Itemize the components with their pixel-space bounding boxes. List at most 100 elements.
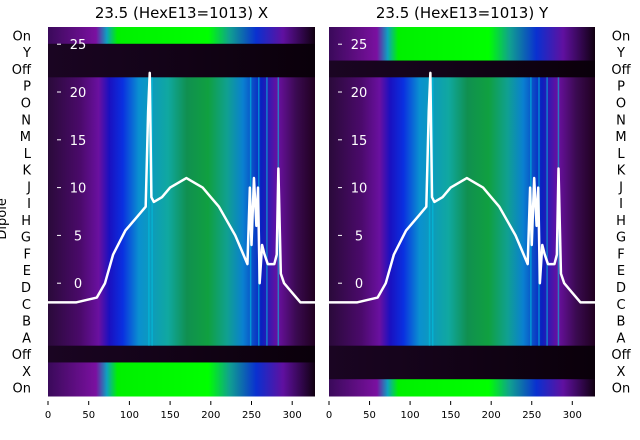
row-label: K [617,164,626,179]
row-label: N [616,113,626,128]
heatmap-streak [148,77,150,346]
row-label: O [616,96,626,111]
row-label: E [617,264,625,279]
row-label: On [13,382,31,397]
row-label: H [21,214,31,229]
row-label: E [23,264,31,279]
x-tick-label: 0 [45,410,51,421]
heatmap-row [329,94,595,112]
row-label: Y [22,46,31,61]
heatmap-row [329,110,595,129]
heatmap-row [329,60,595,78]
row-label: D [616,281,626,296]
row-label: N [21,113,31,128]
heatmap-row [48,278,315,296]
row-label: Off [12,63,32,78]
x-tick-label: 250 [242,410,261,421]
row-label: G [616,231,626,246]
heatmap-row [48,144,315,162]
heatmap-row [329,379,595,397]
heatmap-row [48,345,315,363]
y-tick-label: 0 [74,277,82,292]
heatmap-streak [151,77,153,346]
row-label: P [23,80,31,95]
overlay-line [48,71,315,304]
row-label: H [616,214,626,229]
row-label: F [617,247,624,262]
heatmap-row [48,211,315,229]
row-label: Off [12,348,32,363]
row-label: B [22,315,31,330]
y-tick-label: 10 [351,182,368,197]
heatmap-row [48,312,315,330]
heatmap-row [329,362,595,380]
y-tick-label: 0 [355,277,363,292]
heatmap-row [329,144,595,162]
heatmap-row [329,312,595,330]
row-label: X [617,365,626,380]
heatmap-row [48,60,315,78]
x-tick-label: 50 [363,410,376,421]
y-tick-label: 20 [70,86,87,101]
row-label: On [13,29,31,44]
y-tick-label: 15 [351,134,368,149]
heatmap-streak [431,77,434,346]
heatmap-row [48,77,315,95]
heatmap-row [329,295,595,313]
row-label: X [22,365,31,380]
x-tick-label: 250 [522,410,541,421]
x-tick-label: 200 [201,410,220,421]
heatmap-row [48,127,315,145]
heatmap-row [48,295,315,313]
row-label: D [21,281,31,296]
overlay-line [329,71,595,304]
row-label: Y [616,46,625,61]
row-label: L [24,147,32,162]
row-label: L [617,147,625,162]
row-label: M [615,130,626,145]
x-tick-label: 100 [401,410,420,421]
row-label: Off [611,348,631,363]
heatmap-row [48,194,315,212]
row-label: J [26,180,31,195]
heatmap-row [329,328,595,347]
row-label: On [612,382,630,397]
row-label: G [21,231,31,246]
heatmap-row [329,177,595,196]
row-label: C [22,298,31,313]
x-tick-label: 150 [161,410,180,421]
heatmap-row [48,27,315,45]
heatmap-row [329,161,595,179]
y-tick-label: 20 [351,86,368,101]
heatmap-row [48,94,315,112]
heatmap-row [329,127,595,145]
panel-title: 23.5 (HexE13=1013) X [95,4,268,22]
heatmap-row [329,194,595,212]
y-tick-label: 5 [74,229,82,244]
x-tick-label: 150 [441,410,460,421]
row-label: P [617,80,625,95]
row-label: A [22,331,31,346]
row-label: Off [611,63,631,78]
x-tick-label: 0 [326,410,332,421]
heatmap-row [48,379,315,397]
panel-title: 23.5 (HexE13=1013) Y [376,4,549,22]
x-tick-label: 50 [82,410,95,421]
row-label: F [24,247,31,262]
heatmap-row [329,345,595,363]
heatmap-row [48,110,315,129]
row-label: M [20,130,31,145]
heatmap-streak [266,77,268,346]
heatmap-row [48,161,315,179]
y-tick-label: 25 [70,38,87,53]
heatmap-row [48,177,315,196]
row-label: K [22,164,31,179]
row-label: J [618,180,623,195]
heatmap-row [329,261,595,280]
x-tick-label: 200 [482,410,501,421]
heatmap-row [48,228,315,246]
row-label: On [612,29,630,44]
y-axis-label: Dipole [0,198,10,239]
